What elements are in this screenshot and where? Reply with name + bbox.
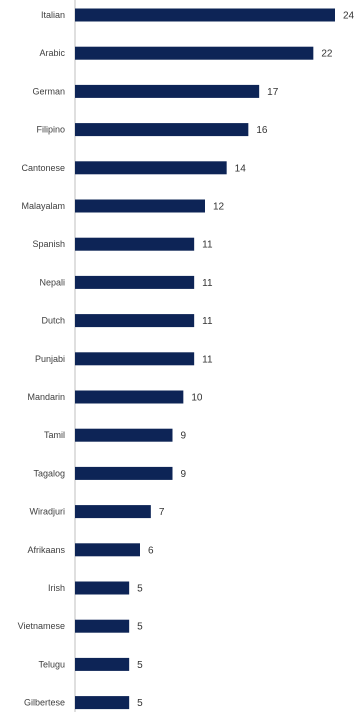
bar-italian: [75, 8, 335, 22]
bar-arabic: [75, 46, 314, 60]
category-labels: Italian Arabic German Filipino Cantonese Mala…: [18, 10, 66, 708]
bar-cantonese: [75, 161, 227, 175]
bar-dutch: [75, 314, 195, 328]
bar-nepali: [75, 275, 195, 289]
bars: [75, 8, 335, 710]
value-labels: 24 22 17 16 14 12 11 11 11 11 10 9 9 7 6 5 5 5 5: [137, 11, 354, 710]
bar-tagalog: [75, 466, 173, 480]
bar-punjabi: [75, 352, 195, 366]
bar-filipino: [75, 123, 249, 137]
category-label: Telugu: [38, 659, 65, 669]
bar-spanish: [75, 237, 195, 251]
value-label: 17: [267, 87, 279, 98]
category-label: Arabic: [39, 48, 65, 58]
category-label: Punjabi: [35, 354, 65, 364]
category-label: German: [32, 86, 65, 96]
value-label: 24: [343, 11, 355, 22]
value-label: 10: [191, 393, 203, 404]
category-label: Italian: [41, 10, 65, 20]
category-label: Irish: [48, 583, 65, 593]
bar-irish: [75, 581, 130, 595]
value-label: 11: [202, 354, 213, 365]
bar-afrikaans: [75, 543, 140, 557]
value-label: 6: [148, 545, 154, 556]
category-label: Filipino: [36, 125, 65, 135]
value-label: 7: [159, 507, 165, 518]
category-label: Cantonese: [21, 163, 65, 173]
category-label: Malayalam: [21, 201, 65, 211]
category-label: Mandarin: [27, 392, 65, 402]
category-label: Afrikaans: [27, 545, 65, 555]
bar-telugu: [75, 657, 130, 671]
bar-gilbertese: [75, 696, 130, 710]
category-label: Dutch: [41, 316, 65, 326]
value-label: 12: [213, 202, 225, 213]
value-label: 9: [181, 431, 187, 442]
category-label: Tamil: [44, 430, 65, 440]
category-label: Vietnamese: [18, 621, 65, 631]
category-label: Gilbertese: [24, 698, 65, 708]
bar-wiradjuri: [75, 505, 151, 519]
value-label: 5: [137, 622, 143, 633]
value-label: 5: [137, 698, 143, 709]
value-label: 11: [202, 316, 213, 327]
value-label: 14: [235, 163, 247, 174]
bar-german: [75, 84, 260, 98]
bar-mandarin: [75, 390, 184, 404]
value-label: 5: [137, 584, 143, 595]
category-label: Nepali: [39, 277, 65, 287]
value-label: 9: [181, 469, 187, 480]
category-label: Spanish: [32, 239, 65, 249]
bar-malayalam: [75, 199, 205, 213]
category-label: Wiradjuri: [29, 507, 65, 517]
value-label: 11: [202, 240, 213, 251]
bar-tamil: [75, 428, 173, 442]
value-label: 5: [137, 660, 143, 671]
category-label: Tagalog: [33, 468, 65, 478]
value-label: 22: [321, 49, 333, 60]
value-label: 16: [256, 125, 268, 136]
bar-vietnamese: [75, 619, 130, 633]
value-label: 11: [202, 278, 213, 289]
